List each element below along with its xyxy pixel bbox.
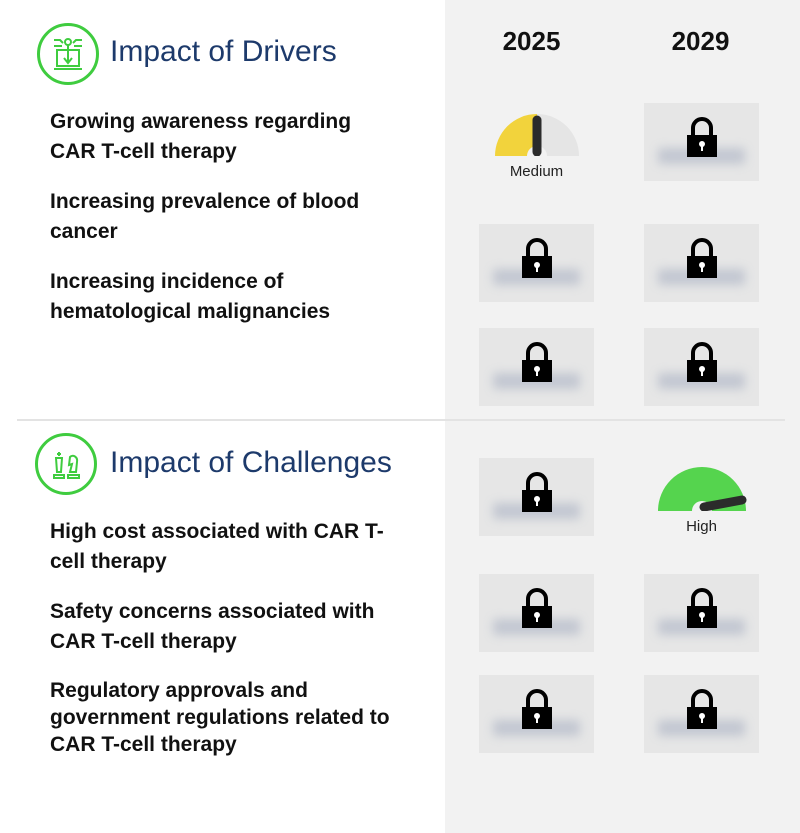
challenge-item: Regulatory approvals and government regu… (50, 679, 390, 756)
year-2025-header: 2025 (502, 26, 561, 56)
locked-value-drivers[interactable] (644, 328, 759, 406)
chess-pieces-icon (35, 433, 97, 495)
driver-item: Increasing prevalence of blood cancer (50, 190, 360, 243)
lock-icon (686, 588, 717, 628)
lock-icon (521, 588, 552, 628)
gauge-label: Medium (509, 163, 564, 180)
locked-value-challenges[interactable] (644, 574, 759, 652)
driver-item: Growing awareness regarding CAR T-cell t… (50, 110, 352, 163)
lock-icon (521, 689, 552, 729)
challenge-item: Safety concerns associated with CAR T-ce… (50, 600, 375, 653)
locked-value-challenges[interactable] (479, 574, 594, 652)
gauge-high: High (644, 467, 759, 535)
locked-value-challenges[interactable] (479, 458, 594, 536)
lock-icon (686, 342, 717, 382)
locked-value-drivers[interactable] (644, 224, 759, 302)
locked-value-drivers[interactable] (479, 328, 594, 406)
lock-icon (521, 472, 552, 512)
lock-icon (521, 238, 552, 278)
locked-value-challenges[interactable] (479, 675, 594, 753)
gauge-medium: Medium (479, 112, 594, 180)
lock-icon (686, 689, 717, 729)
drivers-heading: Impact of Drivers (110, 35, 337, 68)
lock-icon (521, 342, 552, 382)
lock-icon (686, 117, 717, 157)
year-2029-header: 2029 (671, 26, 730, 56)
challenge-item: High cost associated with CAR T-cell the… (50, 520, 384, 573)
gauge-label: High (686, 518, 717, 535)
locked-value-challenges[interactable] (644, 675, 759, 753)
locked-value-drivers[interactable] (479, 224, 594, 302)
lock-icon (686, 238, 717, 278)
driver-item: Increasing incidence of hematological ma… (50, 270, 331, 323)
circuit-download-icon (37, 23, 99, 85)
challenges-heading: Impact of Challenges (110, 446, 392, 479)
locked-value-drivers[interactable] (644, 103, 759, 181)
section-divider (17, 419, 785, 421)
